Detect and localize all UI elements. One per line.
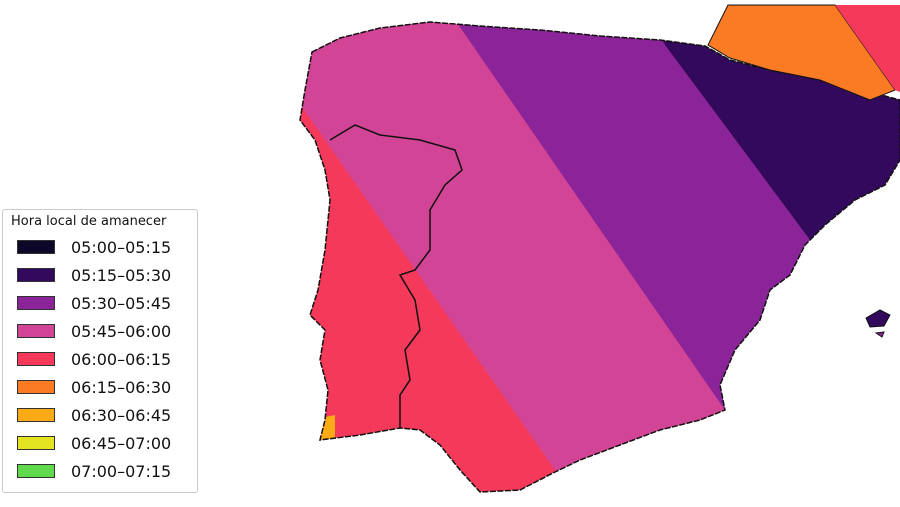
band-0545-0600 — [300, 22, 760, 492]
france-red — [835, 5, 900, 92]
legend-swatch — [17, 324, 55, 338]
legend-label: 05:45–06:00 — [71, 321, 172, 341]
legend-item: 06:45–07:00 — [9, 429, 191, 457]
legend-item: 05:30–05:45 — [9, 289, 191, 317]
legend-item: 06:00–06:15 — [9, 345, 191, 373]
legend-item: 05:00–05:15 — [9, 233, 191, 261]
legend-swatch — [17, 380, 55, 394]
legend-swatch — [17, 436, 55, 450]
legend-label: 05:30–05:45 — [71, 293, 172, 313]
legend-label: 07:00–07:15 — [71, 461, 172, 481]
portugal-border — [329, 124, 463, 428]
legend-swatch — [17, 352, 55, 366]
legend-label: 05:15–05:30 — [71, 265, 172, 285]
legend-swatch — [17, 408, 55, 422]
legend-label: 06:45–07:00 — [71, 433, 172, 453]
legend: Hora local de amanecer 05:00–05:15 05:15–… — [2, 209, 198, 493]
legend-swatch — [17, 464, 55, 478]
legend-item: 06:15–06:30 — [9, 373, 191, 401]
legend-title: Hora local de amanecer — [11, 214, 167, 229]
legend-swatch — [17, 268, 55, 282]
balearic-island — [865, 309, 891, 328]
legend-item: 07:00–07:15 — [9, 457, 191, 485]
legend-label: 06:30–06:45 — [71, 405, 172, 425]
band-0515-0530 — [640, 22, 900, 380]
legend-swatch — [17, 240, 55, 254]
legend-item: 05:15–05:30 — [9, 261, 191, 289]
legend-item: 05:45–06:00 — [9, 317, 191, 345]
legend-label: 06:00–06:15 — [71, 349, 172, 369]
legend-swatch — [17, 296, 55, 310]
legend-item: 06:30–06:45 — [9, 401, 191, 429]
legend-label: 06:15–06:30 — [71, 377, 172, 397]
balearic-island-small — [874, 331, 885, 338]
legend-label: 05:00–05:15 — [71, 237, 172, 257]
